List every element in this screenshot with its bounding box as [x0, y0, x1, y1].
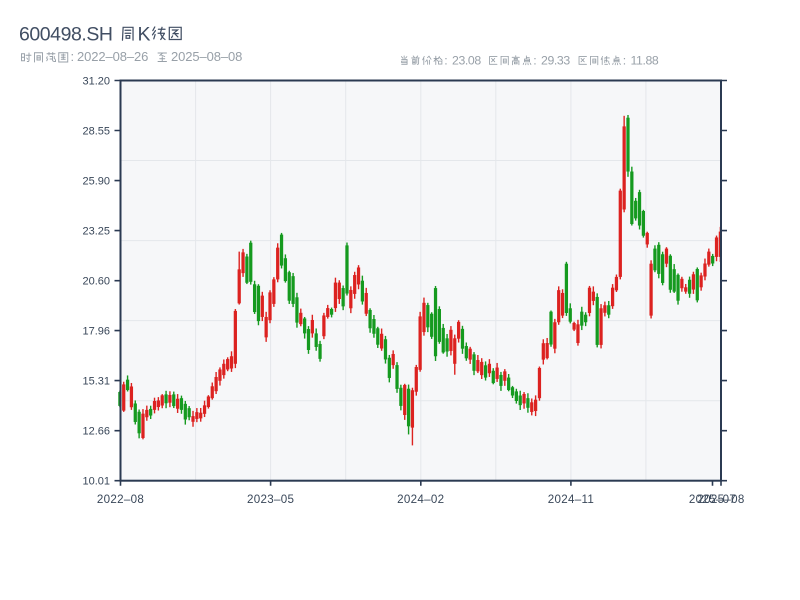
svg-text:2025–07: 2025–07 [689, 493, 736, 506]
svg-text:12.66: 12.66 [82, 426, 110, 438]
svg-text:2022–08: 2022–08 [97, 493, 144, 506]
svg-text:25.90: 25.90 [82, 176, 110, 188]
svg-text:K: K [138, 24, 151, 46]
svg-text::: : [533, 54, 536, 68]
svg-text:20.60: 20.60 [82, 276, 110, 288]
svg-text:23.25: 23.25 [82, 226, 110, 238]
svg-text:10.01: 10.01 [82, 476, 110, 488]
svg-text:2024–11: 2024–11 [548, 493, 594, 506]
svg-text:31.20: 31.20 [82, 75, 110, 87]
svg-text:2025–08: 2025–08 [697, 493, 744, 506]
svg-text::: : [444, 54, 447, 68]
svg-text:2022–08–26: 2022–08–26 [77, 49, 148, 64]
svg-text:23.08: 23.08 [452, 54, 481, 68]
svg-text:15.31: 15.31 [82, 376, 110, 388]
svg-text:11.88: 11.88 [631, 54, 659, 68]
svg-text:28.55: 28.55 [82, 125, 110, 137]
svg-text:2025–08–08: 2025–08–08 [171, 49, 242, 64]
svg-text::: : [623, 54, 626, 68]
svg-text::: : [71, 49, 75, 64]
svg-text:29.33: 29.33 [541, 54, 570, 68]
svg-text:2024–02: 2024–02 [397, 493, 444, 506]
svg-text:2023–05: 2023–05 [247, 493, 294, 506]
svg-text:600498.SH: 600498.SH [19, 24, 113, 46]
svg-text:17.96: 17.96 [82, 326, 110, 338]
